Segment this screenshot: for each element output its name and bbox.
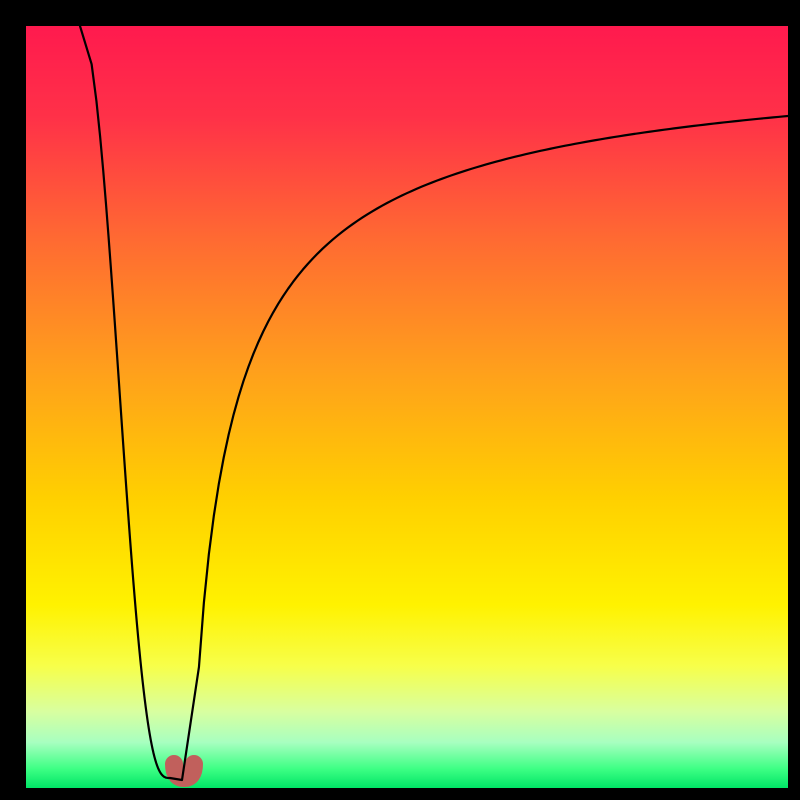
plot-area [26,26,788,788]
frame-border-right [788,0,800,800]
chart-container: { "watermark": { "text": "TheBottleneck.… [0,0,800,800]
frame-border-left [0,0,26,800]
frame-border-bottom [0,788,800,800]
frame-border-top [0,0,800,26]
gradient-background [26,26,788,788]
chart-svg [26,26,788,788]
